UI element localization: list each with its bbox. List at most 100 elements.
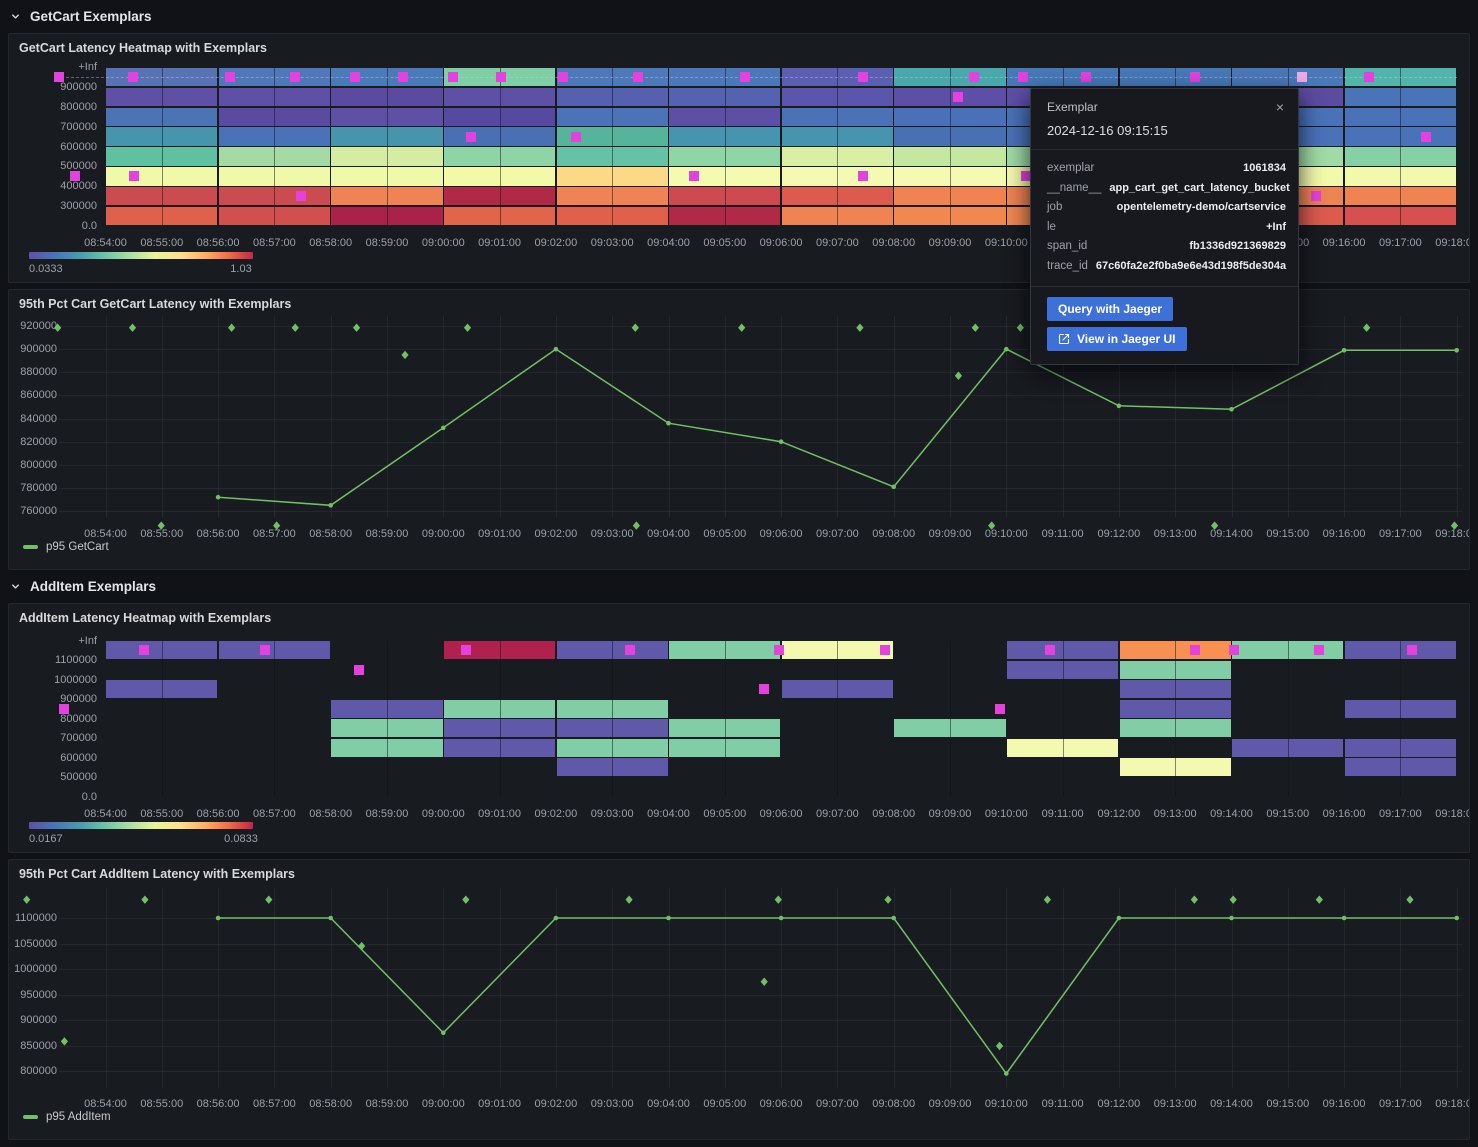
exemplar-marker[interactable] [953,91,964,102]
exemplar-diamond[interactable] [60,1037,69,1046]
exemplar-marker-selected[interactable] [1297,71,1308,82]
legend-label-additem[interactable]: p95 AddItem [46,1111,111,1123]
exemplar-marker[interactable] [1190,645,1201,656]
exemplar-marker[interactable] [880,645,891,656]
x-axis-label: 09:10:00 [984,1098,1028,1110]
x-axis-label: 09:00:00 [421,528,465,540]
exemplar-marker[interactable] [225,71,236,82]
exemplar-marker[interactable] [1044,645,1055,656]
exemplar-marker[interactable] [969,71,980,82]
exemplar-diamond[interactable] [1363,323,1371,332]
exemplar-marker[interactable] [448,71,459,82]
exemplar-marker[interactable] [350,71,361,82]
exemplar-marker[interactable] [739,71,750,82]
exemplar-marker[interactable] [397,71,408,82]
section-header-additem[interactable]: AddItem Exemplars [10,576,156,596]
exemplar-marker[interactable] [632,71,643,82]
exemplar-marker[interactable] [759,684,770,695]
exemplar-marker[interactable] [139,645,150,656]
exemplar-marker[interactable] [1406,645,1417,656]
exemplar-diamond[interactable] [884,895,892,904]
exemplar-diamond[interactable] [401,350,409,360]
x-axis-label: 09:03:00 [590,528,634,540]
exemplar-marker[interactable] [354,664,365,675]
query-with-jaeger-button[interactable]: Query with Jaeger [1047,296,1174,321]
exemplar-diamond[interactable] [1043,895,1051,904]
grid-line-horizontal [59,918,1463,919]
view-in-jaeger-ui-button[interactable]: View in Jaeger UI [1047,326,1187,351]
exemplar-diamond[interactable] [128,323,137,332]
exemplar-marker[interactable] [1021,171,1031,182]
x-axis-label: 09:01:00 [478,807,521,820]
exemplar-marker[interactable] [570,131,581,142]
y-axis-label: 820000 [20,435,57,448]
exemplar-diamond[interactable] [1315,895,1323,904]
y-axis-label: 800000 [20,458,57,471]
x-axis-label: 09:18:00 [1435,237,1469,249]
exemplar-marker[interactable] [858,71,869,82]
exemplar-diamond[interactable] [291,323,299,332]
exemplar-marker[interactable] [1229,645,1240,656]
exemplar-diamond[interactable] [760,977,768,986]
exemplar-marker[interactable] [1190,71,1201,82]
exemplar-diamond[interactable] [352,323,361,332]
exemplar-diamond[interactable] [971,323,979,332]
exemplar-marker[interactable] [994,703,1005,714]
exemplar-marker[interactable] [127,71,138,82]
exemplar-marker[interactable] [1314,645,1325,656]
exemplar-marker[interactable] [496,71,507,82]
heatmap-cell [894,167,1006,186]
exemplar-marker[interactable] [461,645,472,656]
exemplar-marker[interactable] [1420,131,1431,142]
grid-line-vertical [499,316,501,518]
exemplar-diamond[interactable] [1190,895,1198,904]
exemplar-diamond[interactable] [1406,895,1414,904]
exemplar-marker[interactable] [59,703,70,714]
exemplar-marker[interactable] [1310,191,1321,202]
exemplar-marker[interactable] [558,71,569,82]
grid-line-vertical [668,316,670,518]
x-axis-label: 08:59:00 [365,1098,409,1110]
x-axis-label: 09:18:00 [1435,807,1469,820]
x-axis-label: 08:58:00 [309,1098,353,1110]
exemplar-diamond[interactable] [856,323,864,332]
exemplar-marker[interactable] [773,645,784,656]
minute-grid-line [387,640,388,797]
exemplar-marker[interactable] [289,71,300,82]
exemplar-marker[interactable] [1364,71,1375,82]
exemplar-diamond[interactable] [1016,323,1024,332]
exemplar-marker[interactable] [296,191,307,202]
legend-label-getcart[interactable]: p95 GetCart [46,541,109,553]
exemplar-diamond[interactable] [141,895,149,904]
tooltip-field-table: exemplar 1061834 __name__ app_cart_get_car… [1031,149,1298,287]
exemplar-diamond[interactable] [228,323,236,332]
exemplar-diamond[interactable] [625,895,633,904]
exemplar-marker[interactable] [1080,71,1091,82]
exemplar-marker[interactable] [53,71,64,82]
exemplar-diamond[interactable] [631,323,639,332]
exemplar-marker[interactable] [466,131,477,142]
exemplar-marker[interactable] [260,645,271,656]
grid-line-horizontal [59,441,1463,443]
section-header-getcart[interactable]: GetCart Exemplars [10,6,152,26]
exemplar-marker[interactable] [69,171,80,182]
exemplar-marker[interactable] [857,171,868,182]
exemplar-diamond[interactable] [462,895,470,904]
panel-additem-line: 95th Pct Cart AddItem Latency with Exemp… [8,859,1470,1140]
exemplar-diamond[interactable] [23,895,31,904]
x-axis-label: 09:15:00 [1266,1098,1310,1110]
field-label: trace_id [1047,259,1088,272]
panel-getcart-line: 95th Pct Cart GetCart Latency with Exemp… [8,289,1470,570]
exemplar-marker[interactable] [1017,71,1028,82]
x-axis-label: 09:10:00 [984,807,1028,820]
exemplar-marker[interactable] [688,171,699,182]
legend-additem: p95 AddItem [23,1111,111,1123]
exemplar-diamond[interactable] [265,895,273,904]
exemplar-diamond[interactable] [738,323,746,332]
close-icon[interactable]: × [1275,99,1284,115]
exemplar-diamond[interactable] [463,323,472,332]
exemplar-marker[interactable] [128,171,139,182]
exemplar-marker[interactable] [625,645,636,656]
tooltip-row: exemplar 1061834 [1047,159,1286,179]
x-axis-label: 09:01:00 [478,237,521,249]
